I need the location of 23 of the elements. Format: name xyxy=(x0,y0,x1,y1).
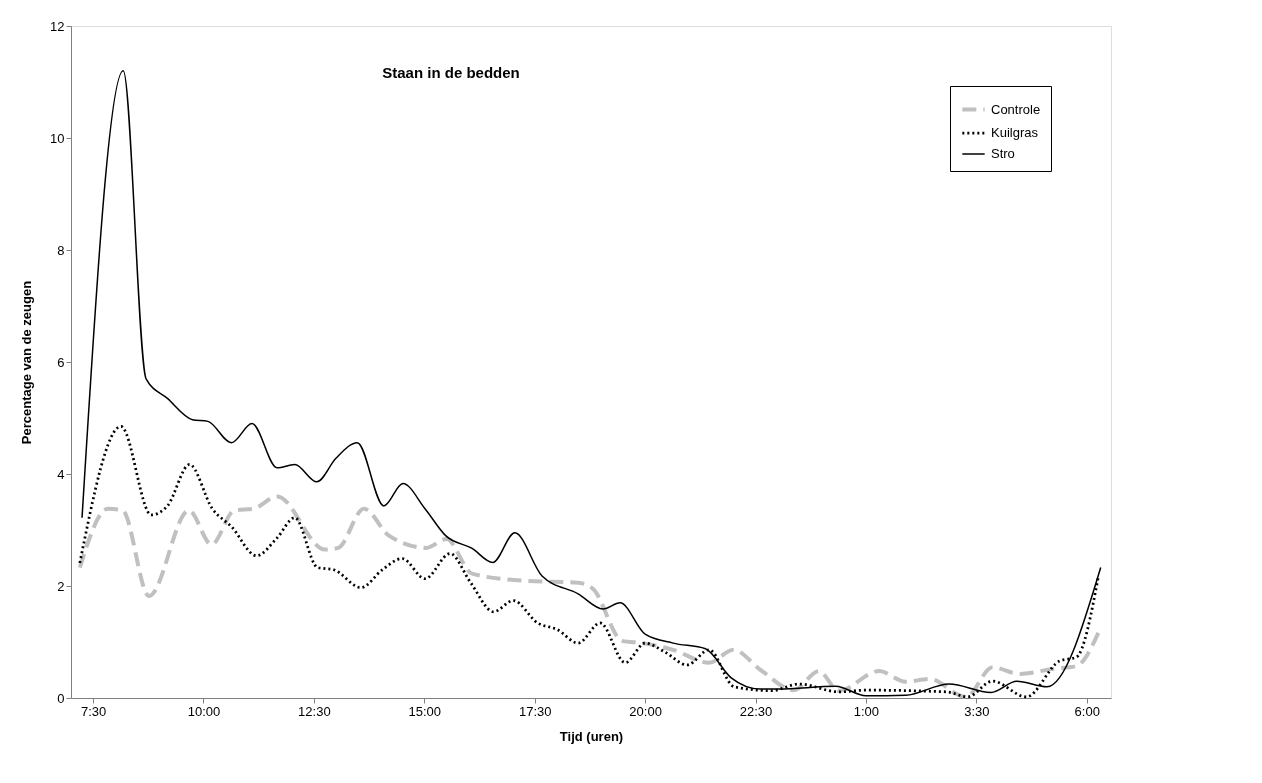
y-tick-label: 0 xyxy=(57,690,65,706)
x-tick-label: 15:00 xyxy=(408,703,442,719)
y-tick-label: 8 xyxy=(57,242,65,258)
y-tick-label: 6 xyxy=(57,354,65,370)
legend-label: Kuilgras xyxy=(991,125,1039,140)
x-tick-label: 10:00 xyxy=(187,703,221,719)
y-tick-label: 10 xyxy=(50,130,65,146)
x-tick-label: 6:00 xyxy=(1074,703,1100,719)
legend-label: Stro xyxy=(991,146,1015,161)
x-tick-label: 12:30 xyxy=(298,703,331,719)
x-tick-label: 17:30 xyxy=(518,703,552,719)
x-tick-label: 20:00 xyxy=(629,703,662,719)
x-tick-label: 1:00 xyxy=(853,703,880,719)
text: Staan in de bedden xyxy=(382,64,520,81)
x-tick-label: 3:30 xyxy=(964,703,990,719)
x-tick-label: 22:30 xyxy=(739,703,773,719)
y-axis-title: Percentage van de zeugen xyxy=(19,280,35,445)
x-tick-label: 7:30 xyxy=(80,703,107,719)
x-axis-title: Tijd (uren) xyxy=(559,728,624,744)
y-tick-label: 2 xyxy=(57,578,65,594)
legend-label: Controle xyxy=(991,101,1041,117)
y-tick-label: 12 xyxy=(50,18,65,34)
y-tick-label: 4 xyxy=(57,466,65,482)
